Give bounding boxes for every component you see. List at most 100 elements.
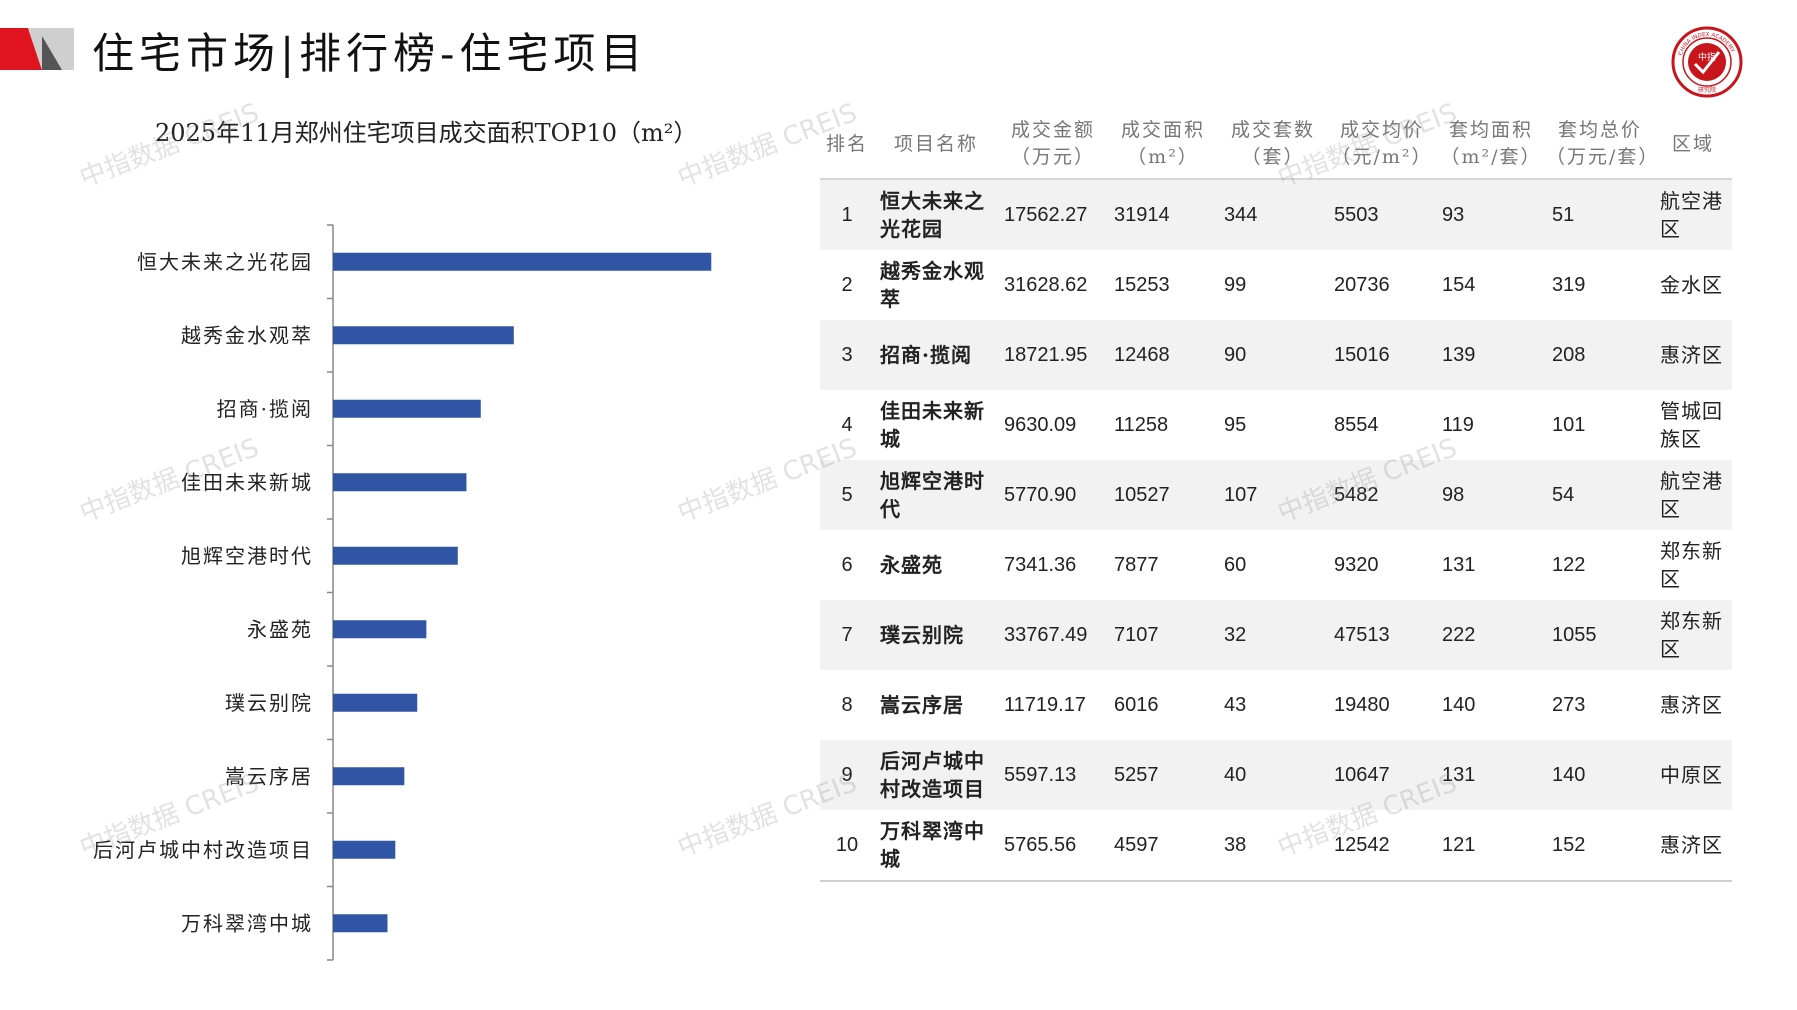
cell-units: 43 [1224, 693, 1247, 716]
category-label: 恒大未来之光花园 [137, 250, 313, 274]
category-label: 璞云别院 [225, 691, 313, 715]
cell-units: 344 [1218, 179, 1328, 250]
table-row: 8 嵩云序居 11719.17 6016 43 19480 140 273 惠济区 [820, 670, 1732, 740]
cell-rank: 3 [820, 320, 874, 390]
china-index-academy-logo: 中指 研究院 CHINA INDEX ACADEMY [1671, 26, 1743, 98]
cell-avg-total: 54 [1546, 460, 1654, 530]
cell-units: 95 [1224, 413, 1247, 436]
cell-district: 郑东新区 [1654, 600, 1732, 670]
cell-area: 7877 [1114, 553, 1159, 576]
cell-area: 6016 [1114, 693, 1159, 716]
header-accent-shape [0, 28, 74, 70]
cell-units: 99 [1224, 273, 1247, 296]
cell-amount: 11719.17 [1004, 693, 1086, 716]
cell-name: 嵩云序居 [880, 693, 964, 717]
cell-amount: 18721.95 [998, 320, 1108, 390]
cell-avg-area: 93 [1436, 179, 1546, 250]
ranking-table: 排名 项目名称 成交金额 （万元） 成交面积 （m²） 成交套数 （套） 成交均价 （元/m²）套… [820, 110, 1732, 882]
cell-amount: 5765.56 [1004, 833, 1077, 856]
bar [333, 326, 514, 345]
table-body: 1 恒大未来之光花园 17562.27 31914 344 5503 93 51 航空港区 2 越秀… [820, 179, 1732, 881]
cell-name: 璞云别院 [874, 600, 998, 670]
cell-price: 19480 [1334, 693, 1390, 716]
cell-district: 惠济区 [1660, 693, 1723, 717]
cell-name: 永盛苑 [880, 553, 943, 577]
cell-area: 12468 [1108, 320, 1218, 390]
cell-price: 5482 [1328, 460, 1436, 530]
cell-avg-area: 222 [1436, 600, 1546, 670]
bar [333, 620, 427, 639]
cell-price: 9320 [1334, 553, 1379, 576]
category-label: 越秀金水观萃 [181, 323, 313, 347]
cell-avg-total: 1055 [1546, 600, 1654, 670]
cell-avg-total: 122 [1552, 553, 1586, 576]
cell-district: 金水区 [1660, 273, 1723, 297]
table-header-cell: 排名 [825, 132, 868, 155]
category-label: 后河卢城中村改造项目 [93, 838, 313, 862]
cell-amount: 33767.49 [998, 600, 1108, 670]
cell-area: 7107 [1108, 600, 1218, 670]
cell-name: 佳田未来新城 [880, 399, 985, 451]
cell-area: 11258 [1114, 413, 1169, 436]
cell-district: 中原区 [1654, 740, 1732, 810]
cell-avg-total: 101 [1552, 413, 1586, 436]
cell-units: 107 [1218, 460, 1328, 530]
table-row: 1 恒大未来之光花园 17562.27 31914 344 5503 93 51 航空港区 [820, 179, 1732, 250]
cell-avg-area: 119 [1442, 413, 1474, 436]
cell-area: 10527 [1108, 460, 1218, 530]
bar [333, 546, 458, 565]
cell-name: 恒大未来之光花园 [874, 179, 998, 250]
table-row: 7 璞云别院 33767.49 7107 32 47513 222 1055 郑东新区 [820, 600, 1732, 670]
cell-avg-area: 131 [1436, 740, 1546, 810]
cell-amount: 5597.13 [998, 740, 1108, 810]
cell-district: 惠济区 [1660, 833, 1723, 857]
chart-title: 2025年11月郑州住宅项目成交面积TOP10（m²） [155, 119, 698, 147]
cell-price: 47513 [1328, 600, 1436, 670]
bar [333, 693, 418, 712]
cell-district: 航空港区 [1654, 179, 1732, 250]
cell-units: 90 [1218, 320, 1328, 390]
cell-avg-area: 139 [1436, 320, 1546, 390]
cell-area: 31914 [1108, 179, 1218, 250]
cell-avg-total: 273 [1552, 693, 1586, 716]
table-row: 9 后河卢城中村改造项目 5597.13 5257 40 10647 131 140 中原区 [820, 740, 1732, 810]
logo-bottom-text: 研究院 [1698, 86, 1716, 94]
cell-area: 15253 [1114, 273, 1170, 296]
cell-district: 管城回族区 [1660, 399, 1723, 451]
cell-avg-area: 154 [1442, 273, 1476, 296]
category-label: 永盛苑 [247, 617, 313, 641]
table-row: 5 旭辉空港时代 5770.90 10527 107 5482 98 54 航空港区 [820, 460, 1732, 530]
cell-name: 招商·揽阅 [874, 320, 998, 390]
cell-avg-total: 152 [1552, 833, 1586, 856]
cell-rank: 1 [820, 179, 874, 250]
cell-name: 后河卢城中村改造项目 [874, 740, 998, 810]
table-header-cell: 成交金额 （万元） [1010, 119, 1095, 168]
cell-price: 20736 [1334, 273, 1390, 296]
cell-district: 郑东新区 [1660, 539, 1723, 591]
cell-units: 40 [1218, 740, 1328, 810]
cell-name: 越秀金水观萃 [880, 259, 985, 311]
cell-avg-total: 51 [1546, 179, 1654, 250]
table-header-cell: 成交套数 （套） [1230, 119, 1315, 168]
table-header-cell: 成交均价 （元/m²） [1331, 119, 1433, 168]
cell-price: 5503 [1328, 179, 1436, 250]
cell-district: 惠济区 [1654, 320, 1732, 390]
cell-amount: 31628.62 [1004, 273, 1088, 296]
category-label: 招商·揽阅 [217, 397, 313, 421]
category-label: 嵩云序居 [225, 764, 313, 788]
cell-rank: 9 [820, 740, 874, 810]
category-label: 旭辉空港时代 [181, 544, 313, 568]
cell-amount: 9630.09 [1004, 413, 1077, 436]
cell-area: 5257 [1108, 740, 1218, 810]
cell-district: 航空港区 [1654, 460, 1732, 530]
cell-area: 4597 [1114, 833, 1159, 856]
cell-units: 60 [1224, 553, 1247, 576]
cell-rank: 5 [820, 460, 874, 530]
cell-rank: 6 [841, 553, 853, 576]
cell-avg-area: 121 [1442, 833, 1476, 856]
cell-units: 32 [1218, 600, 1328, 670]
cell-rank: 10 [835, 833, 859, 856]
table-header-cell: 成交面积 （m²） [1120, 119, 1205, 168]
category-label: 万科翠湾中城 [181, 911, 313, 935]
cell-rank: 8 [841, 693, 853, 716]
